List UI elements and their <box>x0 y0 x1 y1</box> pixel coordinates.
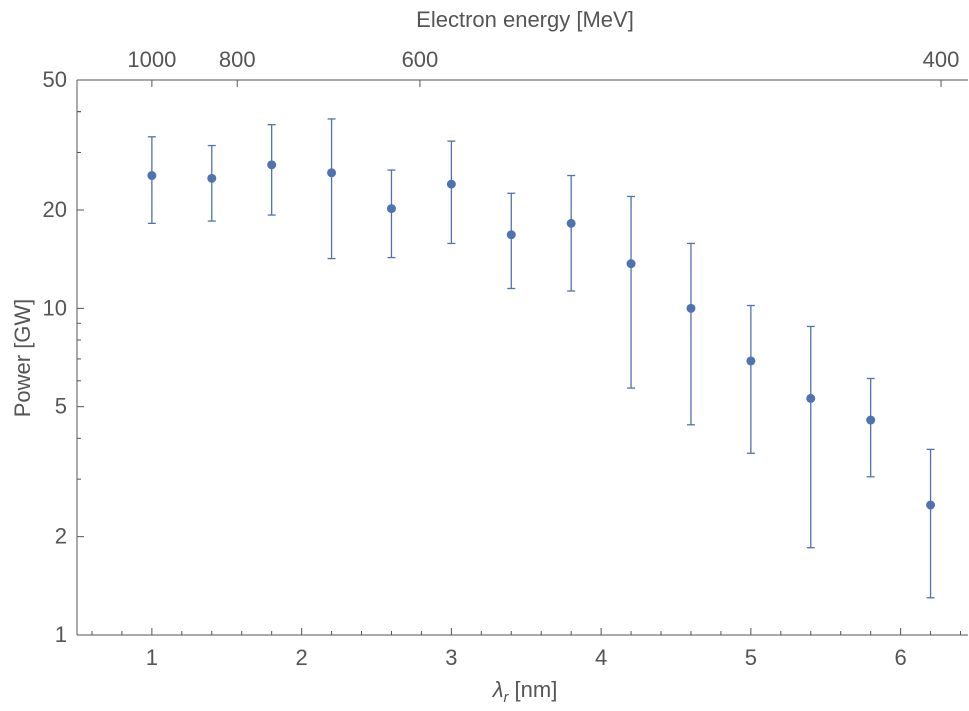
x-tick-label: 3 <box>445 645 457 670</box>
data-point <box>386 204 396 214</box>
x-axis-symbol: λ <box>492 677 504 702</box>
y-axis-title: Power [GW] <box>10 299 35 418</box>
data-point-group <box>746 304 756 454</box>
y-tick-label: 1 <box>55 622 67 647</box>
x-axis-unit: [nm] <box>515 677 558 702</box>
data-point-group <box>866 377 876 478</box>
top-tick-label: 1000 <box>127 47 176 72</box>
y-ticks: 1 2 5 10 20 50 <box>43 67 84 647</box>
data-point <box>806 393 816 403</box>
plot-frame <box>76 79 968 636</box>
x-tick-label: 2 <box>295 645 307 670</box>
x-tick-label: 5 <box>745 645 757 670</box>
data-point-group <box>566 174 576 292</box>
top-tick-label: 600 <box>402 47 439 72</box>
y-tick-label: 5 <box>55 394 67 419</box>
data-point-group <box>926 448 936 599</box>
data-point-group <box>806 325 816 549</box>
x-axis-title: λr [nm] <box>492 677 558 706</box>
data-point-group <box>506 192 516 290</box>
y-tick-label: 2 <box>55 524 67 549</box>
y-tick-label: 10 <box>43 295 67 320</box>
data-point-group <box>207 144 217 222</box>
x-axis-subscript: r <box>504 689 510 706</box>
data-point <box>866 415 876 425</box>
data-point-group <box>686 242 696 426</box>
x-tick-label: 4 <box>595 645 607 670</box>
data-point <box>327 168 337 178</box>
top-x-ticks: 1000 800 600 400 <box>127 47 959 87</box>
data-point <box>147 171 157 181</box>
data-point <box>506 230 516 240</box>
top-tick-label: 800 <box>219 47 256 72</box>
top-axis-title: Electron energy [MeV] <box>416 7 634 32</box>
data-point-group <box>327 118 337 260</box>
data-point <box>746 356 756 366</box>
x-tick-label: 6 <box>894 645 906 670</box>
x-ticks: 1 2 3 4 5 6 <box>91 628 962 670</box>
data-point-group <box>446 140 456 245</box>
data-point <box>926 500 936 510</box>
data-point <box>686 303 696 313</box>
data-point-group <box>386 169 396 259</box>
data-point <box>446 179 456 189</box>
x-tick-label: 1 <box>146 645 158 670</box>
data-point <box>566 218 576 228</box>
top-tick-label: 400 <box>923 47 960 72</box>
y-tick-label: 20 <box>43 197 67 222</box>
data-point-group <box>267 123 277 216</box>
y-tick-label: 50 <box>43 67 67 92</box>
data-point <box>267 160 277 170</box>
data-point <box>626 259 636 269</box>
data-point <box>207 173 217 183</box>
data-series <box>147 118 936 599</box>
data-point-group <box>626 195 636 389</box>
data-point-group <box>147 136 157 225</box>
